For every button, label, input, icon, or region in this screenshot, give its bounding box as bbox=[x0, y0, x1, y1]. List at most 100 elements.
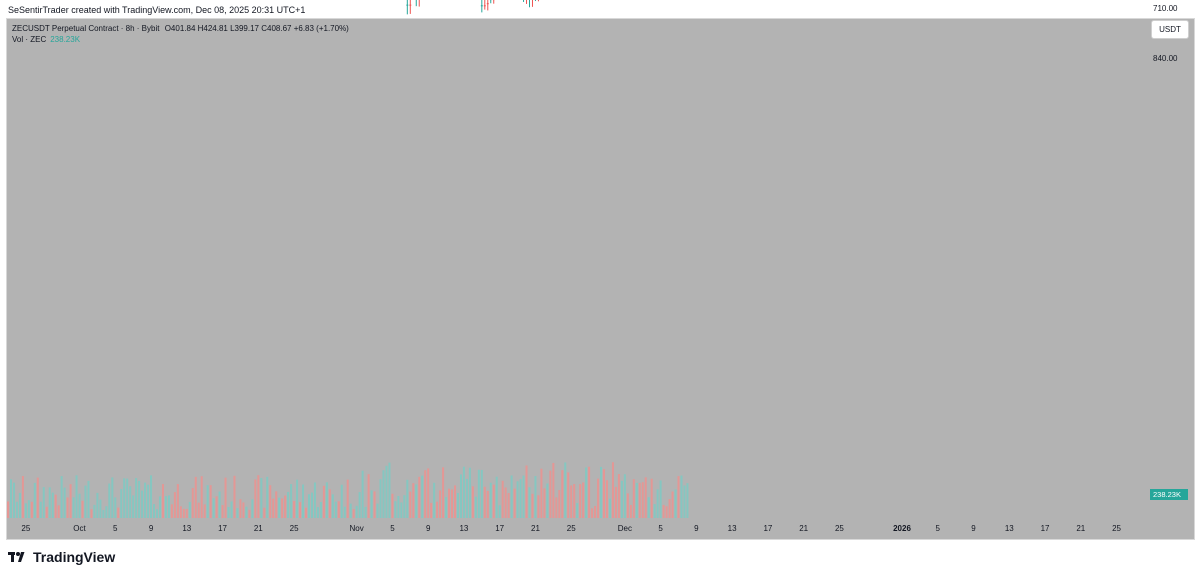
volume-bar bbox=[635, 482, 638, 518]
volume-bar bbox=[236, 508, 239, 518]
volume-bar bbox=[462, 466, 465, 518]
volume-bar bbox=[102, 509, 105, 518]
volume-bar bbox=[325, 482, 328, 518]
volume-bar bbox=[662, 504, 665, 518]
volume-bar bbox=[248, 509, 251, 518]
volume-bar bbox=[465, 478, 468, 518]
volume-bar bbox=[561, 470, 564, 518]
volume-bar bbox=[96, 492, 99, 518]
volume-bar bbox=[406, 479, 409, 518]
volume-bar bbox=[269, 485, 272, 518]
volume-bar bbox=[24, 503, 27, 518]
volume-bar bbox=[254, 479, 257, 518]
currency-button[interactable]: USDT bbox=[1151, 20, 1189, 39]
volume-bar bbox=[245, 506, 248, 518]
volume-bar bbox=[603, 469, 605, 518]
volume-bar bbox=[48, 487, 51, 518]
volume-bar bbox=[376, 503, 379, 518]
volume-bar bbox=[18, 492, 21, 518]
volume-bar bbox=[120, 488, 123, 518]
volume-bar bbox=[9, 479, 12, 518]
volume-bar bbox=[173, 492, 176, 518]
volume-bar bbox=[337, 501, 340, 518]
tradingview-logo[interactable]: TradingView bbox=[8, 549, 115, 565]
volume-bar bbox=[456, 493, 459, 518]
volume-bar bbox=[677, 476, 680, 518]
volume-bar bbox=[686, 483, 689, 518]
volume-bar bbox=[638, 482, 641, 518]
chart-pane[interactable] bbox=[6, 18, 1195, 540]
volume-bar bbox=[653, 504, 656, 518]
volume-bar bbox=[513, 488, 516, 518]
candle-body bbox=[483, 5, 486, 7]
volume-bar bbox=[203, 504, 206, 518]
volume-bar bbox=[227, 506, 230, 518]
volume-bar bbox=[471, 486, 474, 518]
volume-bar bbox=[605, 480, 608, 518]
volume-bar bbox=[546, 483, 549, 518]
volume-bar bbox=[239, 499, 242, 518]
volume-bar bbox=[412, 483, 415, 518]
volume-bar bbox=[576, 503, 579, 518]
volume-bar bbox=[316, 507, 319, 518]
volume-bar bbox=[436, 501, 439, 518]
volume-bar bbox=[161, 484, 164, 518]
volume-bar bbox=[656, 489, 659, 518]
time-tick-label: 13 bbox=[1005, 524, 1014, 533]
volume-bar bbox=[15, 501, 18, 518]
volume-bar bbox=[63, 487, 66, 518]
volume-bar bbox=[474, 496, 477, 518]
volume-bar bbox=[391, 493, 394, 518]
volume-bar bbox=[608, 498, 611, 518]
volume-bar bbox=[75, 475, 78, 518]
volume-bar bbox=[305, 507, 307, 518]
volume-bar bbox=[81, 500, 84, 518]
volume-bar bbox=[573, 484, 576, 518]
volume-bar bbox=[27, 500, 30, 518]
volume-bar bbox=[540, 468, 543, 518]
volume-bar bbox=[114, 497, 117, 518]
volume-bar bbox=[430, 502, 433, 518]
time-tick-label: 21 bbox=[254, 524, 263, 533]
volume-value: 238.23K bbox=[50, 35, 81, 44]
volume-bar bbox=[7, 501, 9, 518]
volume-bar bbox=[191, 488, 194, 518]
volume-bar bbox=[343, 506, 346, 518]
time-tick-label: 5 bbox=[936, 524, 941, 533]
volume-bar bbox=[36, 477, 39, 518]
volume-bar bbox=[632, 479, 635, 518]
time-tick-label: 17 bbox=[1041, 524, 1050, 533]
time-tick-label: 21 bbox=[799, 524, 808, 533]
volume-bar bbox=[564, 462, 567, 518]
volume-bar bbox=[400, 502, 403, 518]
candle-body bbox=[406, 4, 409, 6]
volume-bar bbox=[373, 491, 376, 518]
volume-bar bbox=[60, 476, 63, 518]
volume-bar bbox=[480, 469, 483, 518]
volume-bar bbox=[611, 462, 614, 518]
volume-bar bbox=[671, 491, 674, 518]
volume-bar bbox=[495, 476, 498, 518]
candle-body bbox=[486, 3, 489, 5]
volume-bar bbox=[355, 505, 358, 518]
volume-bar bbox=[21, 476, 24, 518]
volume-bar bbox=[427, 468, 430, 518]
time-tick-label: 17 bbox=[218, 524, 227, 533]
volume-bar bbox=[194, 476, 197, 518]
volume-bar bbox=[242, 502, 245, 518]
volume-bar bbox=[492, 484, 495, 518]
volume-bar bbox=[150, 475, 153, 518]
volume-bar bbox=[138, 480, 141, 518]
volume-bar bbox=[287, 491, 290, 518]
volume-bar bbox=[167, 495, 170, 518]
time-tick-label: Nov bbox=[350, 524, 364, 533]
volume-bar bbox=[674, 489, 677, 518]
volume-bar bbox=[361, 470, 364, 518]
volume-bar bbox=[251, 499, 254, 518]
volume-bar bbox=[99, 499, 102, 518]
volume-tag: 238.23K bbox=[1153, 490, 1181, 499]
volume-bar bbox=[468, 467, 471, 518]
volume-bar bbox=[72, 497, 75, 518]
time-tick-label: 17 bbox=[495, 524, 504, 533]
